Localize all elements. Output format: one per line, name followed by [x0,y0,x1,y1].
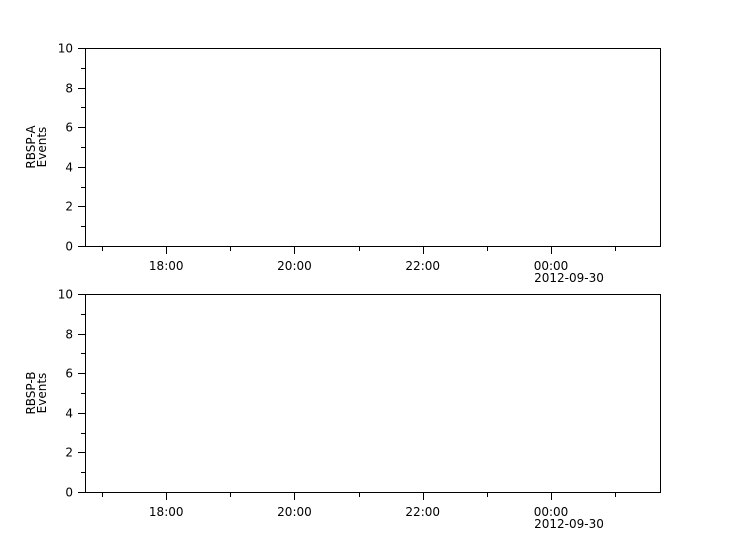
x-tick-label: 20:00 [277,505,312,519]
y-tick-label: 10 [58,42,73,56]
y-tick-label: 8 [65,82,73,96]
y-tick-label: 4 [65,407,73,421]
y-tick-label: 4 [65,161,73,175]
x-tick-date-label: 2012-09-30 [534,271,604,285]
y-axis-label: Events [35,127,49,168]
y-tick-label: 6 [65,121,73,135]
y-tick-label: 10 [58,288,73,302]
y-axis-label: RBSP-B [24,371,38,414]
x-tick-date-label: 2012-09-30 [534,517,604,531]
x-tick-label: 18:00 [149,259,184,273]
y-axis-label: RBSP-A [24,125,38,169]
x-tick-label: 00:00 [534,505,569,519]
plot-frame [85,294,661,493]
x-tick-label: 18:00 [149,505,184,519]
y-tick-label: 0 [65,240,73,254]
y-tick-label: 2 [65,446,73,460]
x-tick-label: 20:00 [277,259,312,273]
y-tick-label: 0 [65,486,73,500]
x-tick-label: 00:00 [534,259,569,273]
y-tick-label: 6 [65,367,73,381]
y-tick-label: 8 [65,328,73,342]
y-axis-label: Events [35,373,49,414]
plot-frame [85,48,661,247]
y-tick-label: 2 [65,200,73,214]
x-tick-label: 22:00 [405,505,440,519]
x-tick-label: 22:00 [405,259,440,273]
